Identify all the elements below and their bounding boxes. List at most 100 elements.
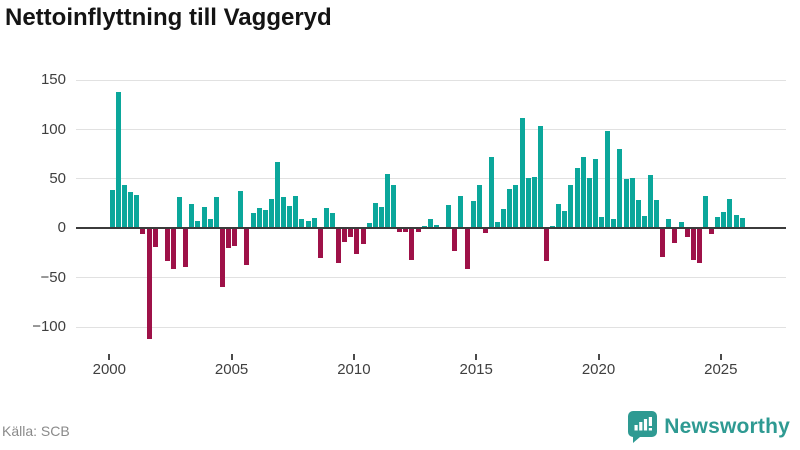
bar-2025Q2 xyxy=(727,198,733,229)
bar-2003Q2 xyxy=(189,203,195,229)
x-axis-tick-2025 xyxy=(719,354,722,360)
bar-2019Q2 xyxy=(580,157,586,229)
gridline-y-150 xyxy=(76,79,786,81)
gridline-y-50 xyxy=(76,178,786,180)
x-axis-label-2015: 2015 xyxy=(459,361,493,378)
newsworthy-wordmark: Newsworthy xyxy=(664,415,790,438)
bar-2004Q2 xyxy=(213,196,219,229)
y-axis-label: 0 xyxy=(57,219,66,237)
bar-2020Q4 xyxy=(617,149,623,229)
bar-2003Q3 xyxy=(195,221,201,229)
bar-2021Q1 xyxy=(623,178,629,229)
bar-2007Q3 xyxy=(293,195,299,229)
bar-2019Q1 xyxy=(574,168,580,229)
x-axis-zero-line xyxy=(76,227,786,230)
bar-2010Q3 xyxy=(366,223,372,229)
bar-2014Q1 xyxy=(452,228,458,252)
bar-2009Q1 xyxy=(329,212,335,229)
bar-2001Q4 xyxy=(152,228,158,248)
bar-2015Q4 xyxy=(495,222,501,229)
bar-2006Q1 xyxy=(256,207,262,229)
bar-2015Q1 xyxy=(476,184,482,229)
bar-2010Q2 xyxy=(360,228,366,245)
bar-2016Q4 xyxy=(519,117,525,229)
bar-2022Q2 xyxy=(654,199,660,229)
bar-2018Q4 xyxy=(568,184,574,229)
x-axis-tick-2005 xyxy=(230,354,233,360)
chart-title: Nettoinflyttning till Vaggeryd xyxy=(5,4,332,31)
bar-2009Q4 xyxy=(348,228,354,238)
bar-2017Q4 xyxy=(544,228,550,262)
bar-2011Q2 xyxy=(385,174,391,229)
bar-2005Q4 xyxy=(250,212,256,229)
bar-2007Q1 xyxy=(281,196,287,229)
bar-2006Q4 xyxy=(274,162,280,229)
bar-2020Q2 xyxy=(605,131,611,229)
bar-2003Q1 xyxy=(183,228,189,267)
bar-2021Q2 xyxy=(629,177,635,229)
bar-2024Q1 xyxy=(696,228,702,263)
bar-2014Q3 xyxy=(464,228,470,269)
gridline-y--100 xyxy=(76,326,786,328)
newsworthy-logo-icon xyxy=(628,411,658,443)
bar-2013Q4 xyxy=(446,204,452,229)
bar-2002Q3 xyxy=(171,228,176,269)
bar-2006Q3 xyxy=(268,198,274,229)
bar-2011Q4 xyxy=(397,228,403,233)
bar-2013Q2 xyxy=(433,225,439,229)
bar-2020Q1 xyxy=(599,216,605,229)
bar-2014Q4 xyxy=(470,200,476,229)
bar-2002Q2 xyxy=(164,228,170,262)
bar-2023Q2 xyxy=(678,222,684,229)
bar-2025Q3 xyxy=(733,214,739,229)
bar-2012Q1 xyxy=(403,228,409,233)
bar-2023Q3 xyxy=(684,228,690,238)
bar-2007Q4 xyxy=(299,219,305,229)
x-axis-tick-2015 xyxy=(475,354,478,360)
bar-2024Q4 xyxy=(715,216,721,229)
bar-2017Q1 xyxy=(525,177,531,229)
bar-2004Q3 xyxy=(219,228,225,287)
y-axis-label: −50 xyxy=(40,268,66,286)
bar-2008Q4 xyxy=(323,207,329,229)
bar-2009Q3 xyxy=(342,228,348,243)
bar-2018Q3 xyxy=(562,210,568,229)
bar-2017Q3 xyxy=(537,125,543,229)
bar-2008Q2 xyxy=(311,217,317,229)
x-axis-tick-2020 xyxy=(597,354,600,360)
bar-2025Q4 xyxy=(739,217,745,229)
bar-2011Q1 xyxy=(378,206,384,229)
bar-2005Q2 xyxy=(238,190,244,229)
x-axis-label-2005: 2005 xyxy=(214,361,249,378)
bar-2007Q2 xyxy=(287,205,293,229)
bar-2022Q3 xyxy=(660,228,666,258)
newsworthy-logo: Newsworthy xyxy=(628,411,790,443)
bar-2008Q1 xyxy=(305,221,311,229)
source-label: Källa: SCB xyxy=(2,423,70,439)
bar-2000Q2 xyxy=(115,91,121,229)
bar-2024Q3 xyxy=(709,228,715,235)
bar-2000Q3 xyxy=(122,184,128,229)
bar-2004Q1 xyxy=(207,219,213,229)
bar-2001Q2 xyxy=(140,228,146,235)
gridline-y--50 xyxy=(76,277,786,279)
bar-2019Q4 xyxy=(592,159,598,229)
bar-2002Q4 xyxy=(177,196,183,229)
bar-2022Q4 xyxy=(666,219,672,229)
gridline-y-100 xyxy=(76,129,786,130)
x-axis-label-2010: 2010 xyxy=(337,361,371,378)
bar-2012Q3 xyxy=(415,228,421,233)
x-axis-label-2000: 2000 xyxy=(92,361,126,378)
bar-2023Q1 xyxy=(672,228,678,244)
bar-2021Q3 xyxy=(635,199,641,229)
bar-2005Q3 xyxy=(244,228,250,265)
x-axis-tick-2010 xyxy=(352,354,355,360)
bar-2009Q2 xyxy=(336,228,342,263)
bar-2003Q4 xyxy=(201,206,207,229)
bar-2015Q2 xyxy=(482,228,488,234)
bar-2008Q3 xyxy=(317,228,323,259)
bar-2006Q2 xyxy=(262,209,268,229)
bar-2014Q2 xyxy=(458,195,464,229)
bar-2022Q1 xyxy=(647,174,653,229)
